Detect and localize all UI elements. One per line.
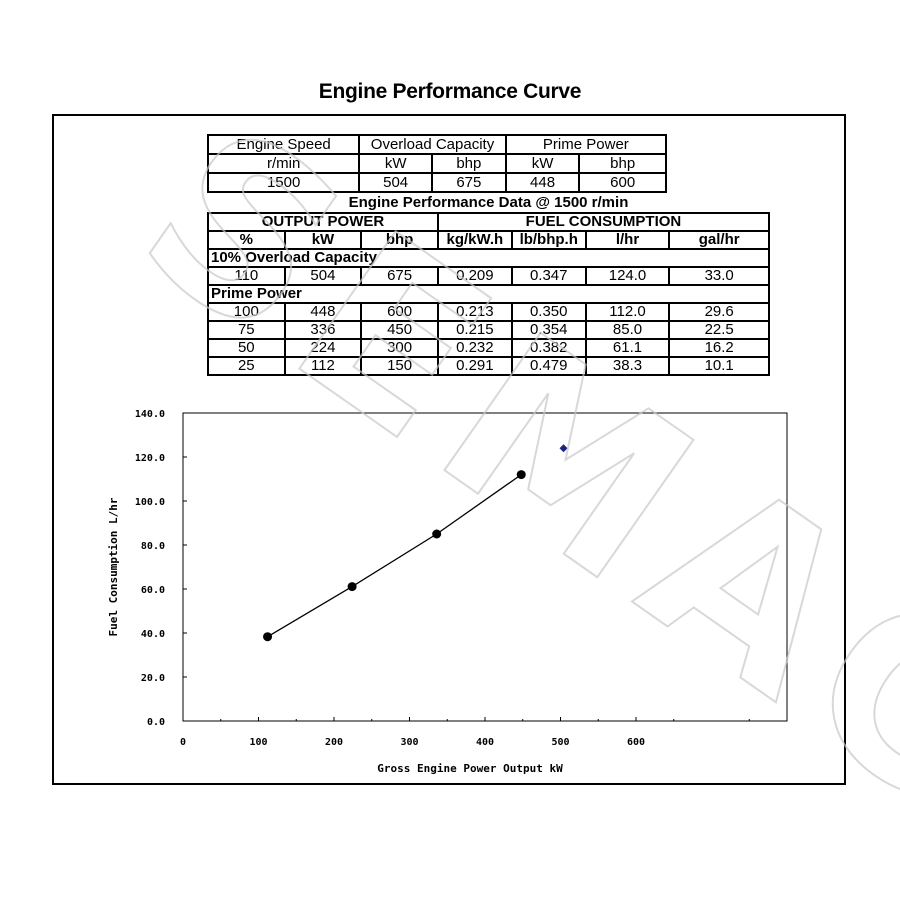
data-point <box>432 529 442 539</box>
table-cell: 112.0 <box>584 302 671 322</box>
table-cell: 25 <box>207 356 286 376</box>
y-tick-label: 140.0 <box>135 409 165 420</box>
y-axis-label: Fuel Consumption L/hr <box>107 497 120 636</box>
x-tick-label: 600 <box>627 737 645 748</box>
table-cell: 16.2 <box>668 338 770 358</box>
table-cell: 450 <box>360 320 439 340</box>
x-tick-label: 400 <box>476 737 494 748</box>
table-cell: 75 <box>207 320 286 340</box>
table-cell: 0.479 <box>510 356 587 376</box>
table-row: 75 336 450 0.215 0.354 85.0 22.5 <box>207 320 770 340</box>
table-cell: 0.291 <box>436 356 513 376</box>
table-cell: 38.3 <box>584 356 671 376</box>
data-point <box>516 470 526 480</box>
y-tick-label: 0.0 <box>147 717 165 728</box>
engine-speed-header: Engine Speed <box>206 134 361 155</box>
table-cell: 29.6 <box>668 302 770 322</box>
table-cell: 0.215 <box>436 320 513 340</box>
column-header: % <box>207 230 286 250</box>
value-cell: 448 <box>504 172 581 193</box>
table-cell: 10.1 <box>668 356 770 376</box>
fuel-consumption-header: FUEL CONSUMPTION <box>436 212 771 232</box>
table-cell: 100 <box>207 302 286 322</box>
x-axis-label: Gross Engine Power Output kW <box>377 762 563 775</box>
overload-point <box>559 444 568 453</box>
table-cell: 504 <box>283 266 363 286</box>
table-cell: 224 <box>283 338 363 358</box>
table-row: 100 448 600 0.213 0.350 112.0 29.6 <box>207 302 770 322</box>
output-power-header: OUTPUT POWER <box>207 212 439 232</box>
y-tick-label: 120.0 <box>135 453 165 464</box>
table-row: 50 224 300 0.232 0.382 61.1 16.2 <box>207 338 770 358</box>
value-cell: 504 <box>358 172 433 193</box>
table-cell: 0.382 <box>510 338 587 358</box>
data-point <box>263 632 273 642</box>
column-header: bhp <box>360 230 439 250</box>
x-tick-label: 500 <box>551 737 569 748</box>
table-cell: 150 <box>360 356 439 376</box>
table-cell: 61.1 <box>584 338 671 358</box>
engine-spec-table: Engine Speed Overload Capacity Prime Pow… <box>206 134 668 193</box>
table-cell: 0.350 <box>510 302 587 322</box>
overload-capacity-header: Overload Capacity <box>358 134 507 155</box>
value-cell: 1500 <box>206 172 361 193</box>
y-tick-label: 60.0 <box>141 585 165 596</box>
table-cell: 0.213 <box>436 302 513 322</box>
table-cell: 124.0 <box>584 266 671 286</box>
overload-section-label: 10% Overload Capacity <box>207 248 770 268</box>
table-cell: 0.354 <box>510 320 587 340</box>
page-title: Engine Performance Curve <box>318 80 582 103</box>
data-point <box>347 582 357 592</box>
column-header: gal/hr <box>668 230 770 250</box>
x-tick-label: 0 <box>180 737 186 748</box>
table-cell: 0.347 <box>510 266 587 286</box>
document-frame <box>52 114 846 785</box>
table-cell: 50 <box>207 338 286 358</box>
unit-cell: r/min <box>206 153 361 174</box>
y-tick-label: 20.0 <box>141 673 165 684</box>
unit-cell: kW <box>504 153 581 174</box>
y-tick-label: 40.0 <box>141 629 165 640</box>
unit-cell: bhp <box>431 153 507 174</box>
prime-section-label: Prime Power <box>207 284 770 304</box>
table-cell: 448 <box>283 302 363 322</box>
y-tick-label: 80.0 <box>141 541 165 552</box>
y-tick-label: 100.0 <box>135 497 165 508</box>
unit-cell: bhp <box>578 153 667 174</box>
table-row: 25 112 150 0.291 0.479 38.3 10.1 <box>207 356 770 376</box>
table-cell: 0.209 <box>436 266 513 286</box>
table-cell: 675 <box>360 266 439 286</box>
value-cell: 675 <box>431 172 507 193</box>
table-cell: 22.5 <box>668 320 770 340</box>
table-cell: 33.0 <box>668 266 770 286</box>
series-line <box>267 474 522 638</box>
table-cell: 0.232 <box>436 338 513 358</box>
prime-power-header: Prime Power <box>504 134 668 155</box>
table-cell: 300 <box>360 338 439 358</box>
plot-area <box>182 412 788 722</box>
x-tick-label: 100 <box>249 737 267 748</box>
unit-cell: kW <box>358 153 433 174</box>
x-tick-label: 300 <box>400 737 418 748</box>
value-cell: 600 <box>578 172 667 193</box>
column-header: kW <box>283 230 363 250</box>
table-row: 110 504 675 0.209 0.347 124.0 33.0 <box>207 266 770 286</box>
table-cell: 110 <box>207 266 286 286</box>
column-header: lb/bhp.h <box>510 230 587 250</box>
table-cell: 336 <box>283 320 363 340</box>
table-cell: 600 <box>360 302 439 322</box>
table-cell: 112 <box>283 356 363 376</box>
x-tick-label: 200 <box>325 737 343 748</box>
column-header: l/hr <box>584 230 671 250</box>
table-cell: 85.0 <box>584 320 671 340</box>
column-header: kg/kW.h <box>436 230 513 250</box>
performance-data-table: OUTPUT POWER FUEL CONSUMPTION % kW bhp k… <box>207 212 771 376</box>
performance-data-title: Engine Performance Data @ 1500 r/min <box>348 194 629 211</box>
